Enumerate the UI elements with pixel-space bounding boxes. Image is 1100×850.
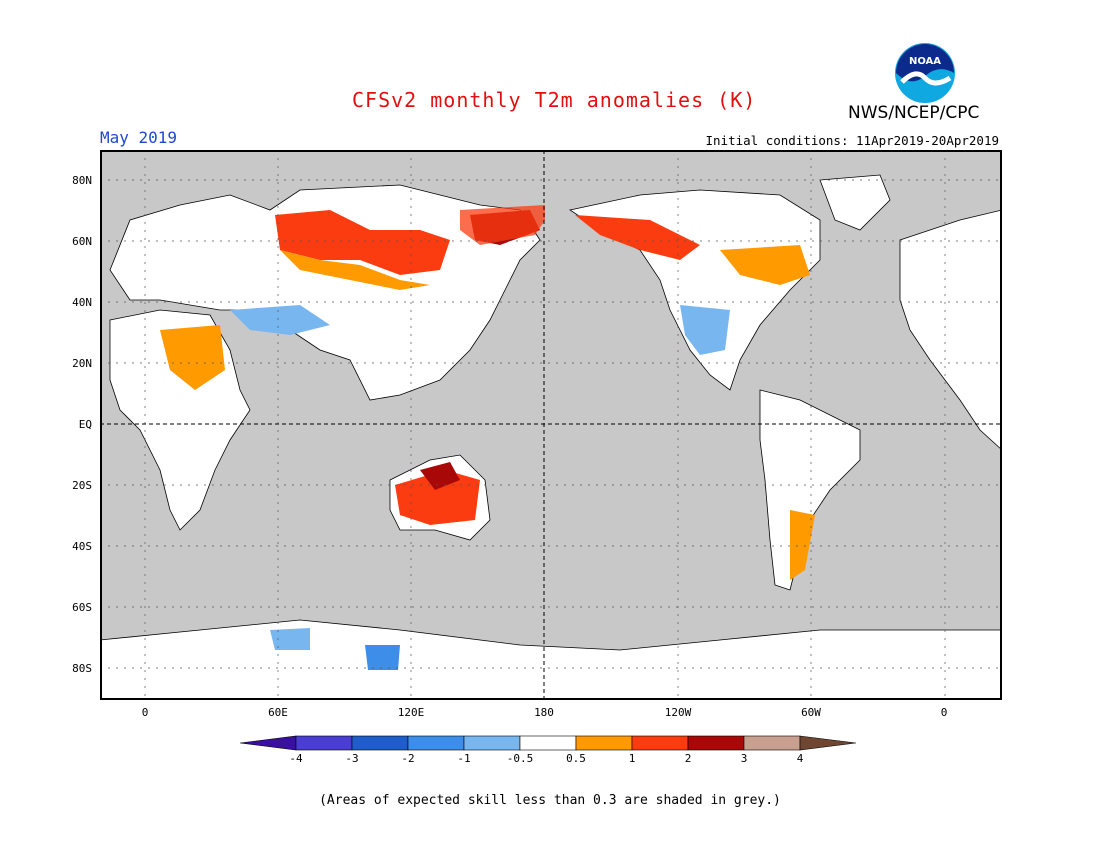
lon-label: 0 bbox=[940, 706, 948, 719]
initial-conditions: Initial conditions: 11Apr2019-20Apr2019 bbox=[705, 133, 1000, 148]
colorbar-cell bbox=[519, 735, 577, 751]
land-greenland bbox=[819, 174, 891, 231]
colorbar-label: -4 bbox=[289, 752, 303, 765]
lat-label: 80N bbox=[72, 174, 92, 187]
noaa-logo: NOAA bbox=[895, 43, 955, 103]
anomaly-australia bbox=[395, 470, 480, 525]
map-frame bbox=[100, 150, 1002, 700]
colorbar-label: -3 bbox=[345, 752, 359, 765]
land-europe-right bbox=[899, 209, 1002, 451]
lon-label: 0 bbox=[141, 706, 149, 719]
anomaly-patches bbox=[160, 205, 815, 670]
anomaly-western-us bbox=[680, 305, 730, 355]
colorbar-label: 2 bbox=[684, 752, 692, 765]
anomaly-australia-core bbox=[420, 462, 460, 490]
colorbar-label: 0.5 bbox=[566, 752, 586, 765]
agency-label: NWS/NCEP/CPC bbox=[848, 103, 980, 123]
anomaly-antarctica-a bbox=[270, 628, 310, 650]
anomaly-central-asia bbox=[230, 305, 330, 335]
colorbar bbox=[240, 735, 857, 751]
skill-footnote: (Areas of expected skill less than 0.3 a… bbox=[319, 793, 781, 808]
anomaly-siberia bbox=[275, 210, 450, 275]
colorbar-label: -1 bbox=[457, 752, 471, 765]
lat-label: EQ bbox=[78, 418, 92, 431]
anomaly-north-africa bbox=[160, 325, 225, 390]
lat-label: 60N bbox=[72, 235, 92, 248]
lat-label: 20S bbox=[72, 479, 92, 492]
colorbar-label: 4 bbox=[796, 752, 804, 765]
anomaly-alaska bbox=[575, 215, 700, 260]
lon-label: 120W bbox=[664, 706, 692, 719]
lat-label: 80S bbox=[72, 662, 92, 675]
anomaly-siberia-margin bbox=[280, 250, 430, 290]
colorbar-label: 1 bbox=[628, 752, 636, 765]
map-title: CFSv2 monthly T2m anomalies (K) bbox=[352, 88, 757, 112]
anomaly-antarctica-b bbox=[365, 645, 400, 670]
colorbar-cell bbox=[687, 735, 745, 751]
colorbar-cell bbox=[743, 735, 801, 751]
colorbar-cell bbox=[407, 735, 465, 751]
anomaly-chukotka-margin bbox=[460, 205, 545, 245]
lat-label: 40N bbox=[72, 296, 92, 309]
anomaly-map bbox=[100, 150, 1002, 700]
anomaly-south-america bbox=[790, 510, 815, 580]
colorbar-cell bbox=[295, 735, 353, 751]
logo-text: NOAA bbox=[909, 56, 941, 67]
colorbar-label: -0.5 bbox=[506, 752, 534, 765]
lat-label: 40S bbox=[72, 540, 92, 553]
lon-label: 60E bbox=[268, 706, 288, 719]
land-antarctica bbox=[100, 619, 1002, 700]
colorbar-min-arrow bbox=[240, 735, 297, 751]
colorbar-cell bbox=[631, 735, 689, 751]
lon-label: 60W bbox=[801, 706, 821, 719]
lon-label: 180 bbox=[534, 706, 554, 719]
colorbar-label: -2 bbox=[401, 752, 415, 765]
lon-label: 120E bbox=[397, 706, 425, 719]
colorbar-cell bbox=[575, 735, 633, 751]
colorbar-cell bbox=[351, 735, 409, 751]
lat-label: 20N bbox=[72, 357, 92, 370]
lat-label: 60S bbox=[72, 601, 92, 614]
colorbar-max-arrow bbox=[799, 735, 857, 751]
anomaly-east-canada bbox=[720, 245, 810, 285]
colorbar-label: 3 bbox=[740, 752, 748, 765]
colorbar-cell bbox=[463, 735, 521, 751]
target-month: May 2019 bbox=[100, 128, 178, 147]
